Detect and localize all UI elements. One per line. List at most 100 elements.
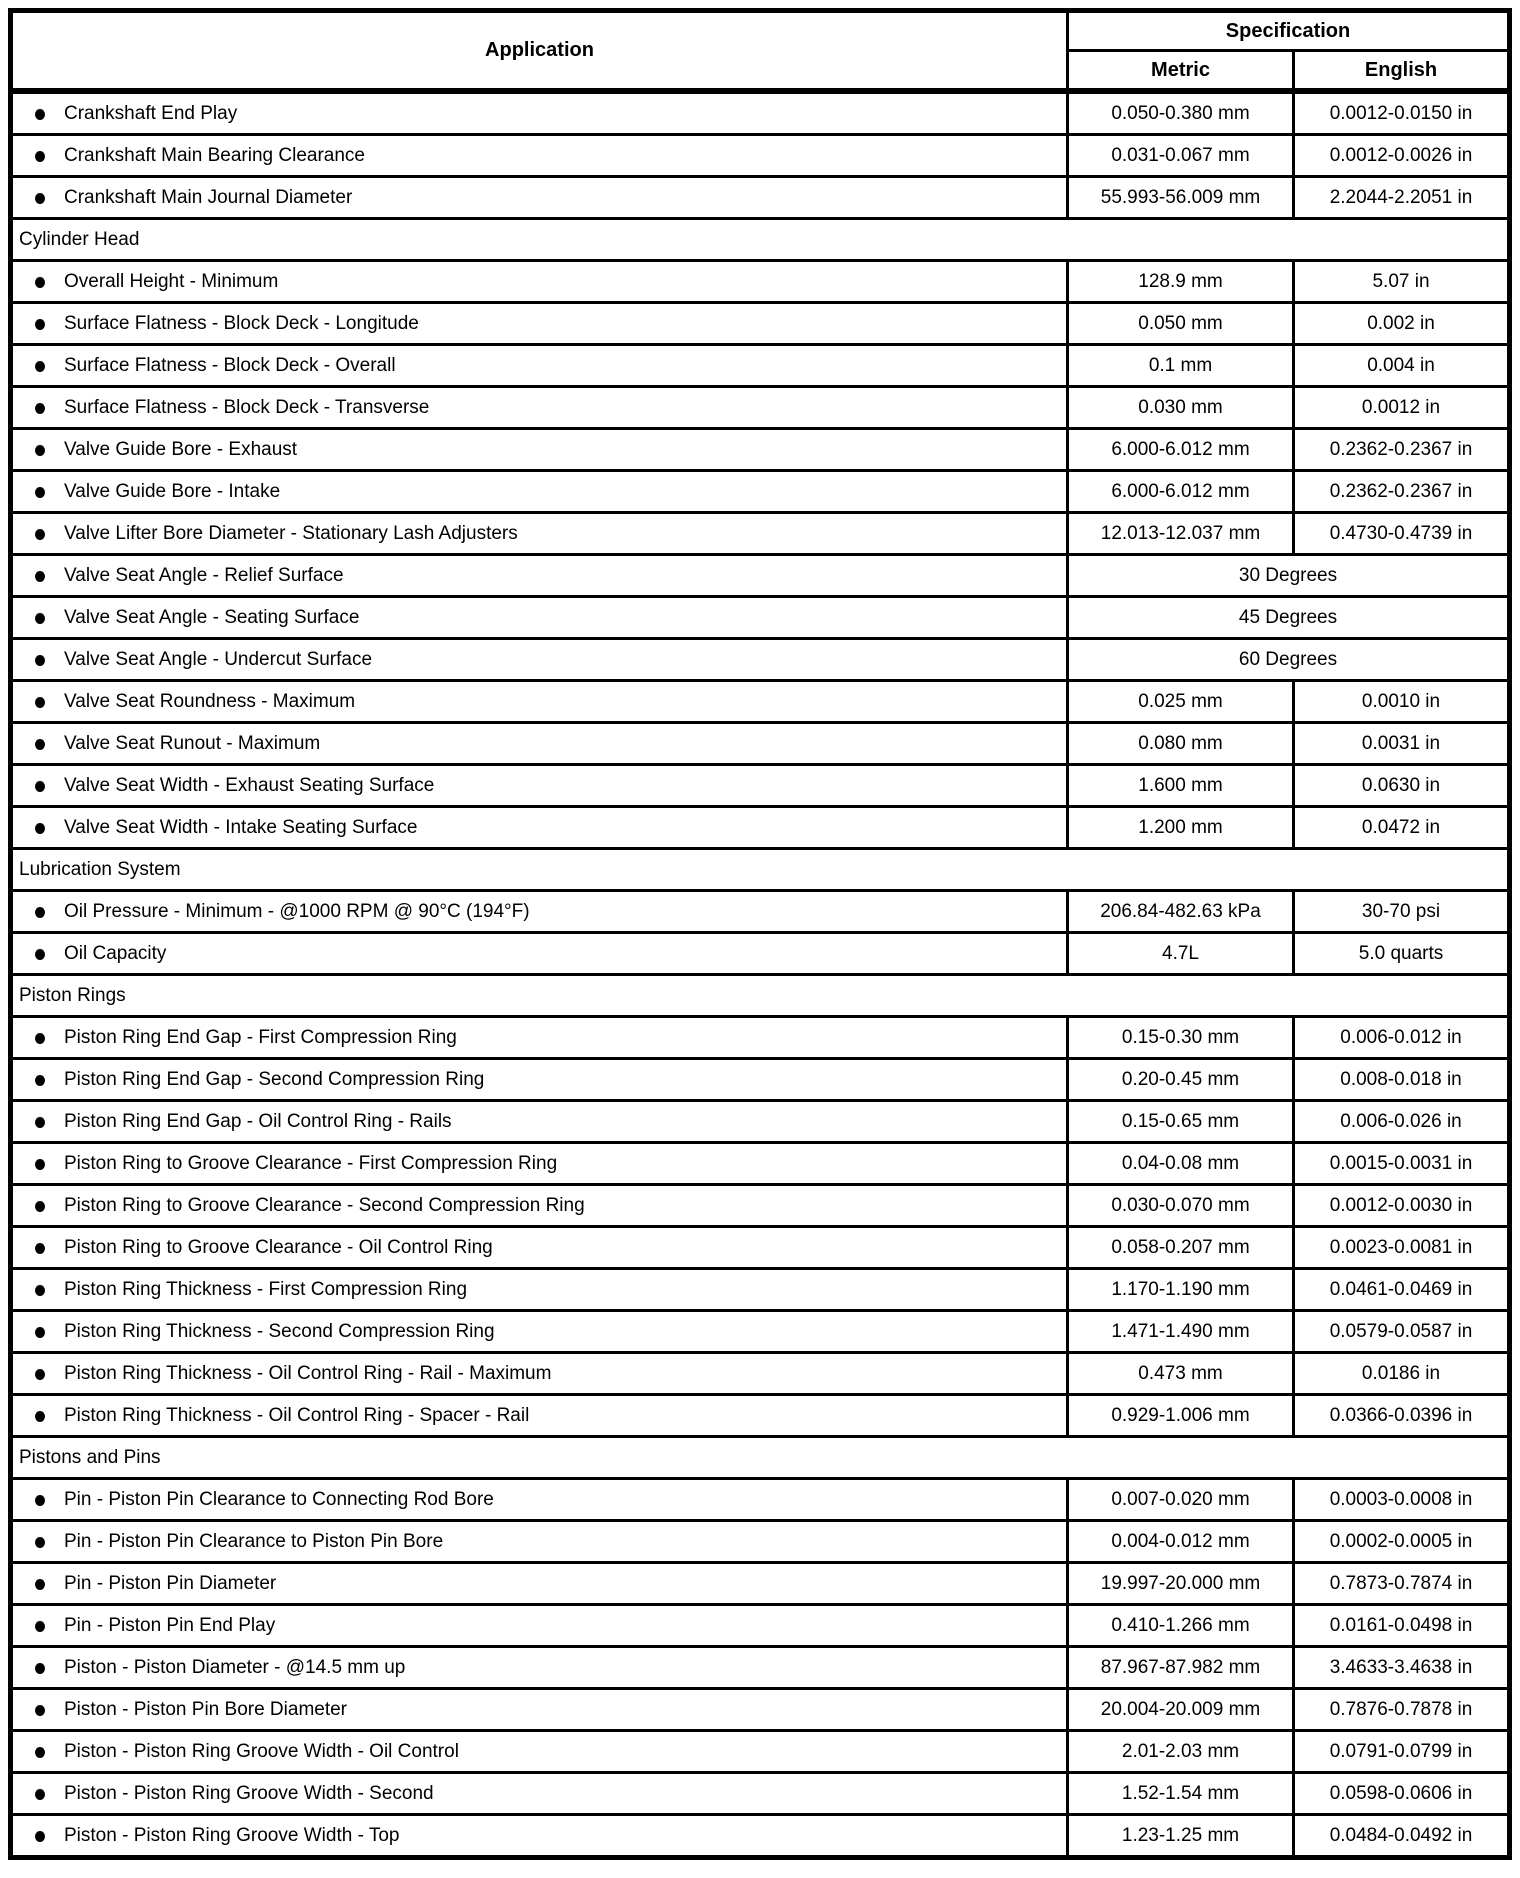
application-label: Valve Seat Angle - Seating Surface bbox=[64, 606, 360, 628]
bullet-icon bbox=[35, 1746, 45, 1758]
application-label: Piston Ring Thickness - Oil Control Ring… bbox=[64, 1404, 530, 1426]
english-cell: 0.0598-0.0606 in bbox=[1291, 1771, 1512, 1816]
metric-cell: 206.84-482.63 kPa bbox=[1066, 889, 1295, 934]
section-header-row: Cylinder Head bbox=[8, 217, 1512, 262]
bullet-icon bbox=[35, 654, 45, 666]
application-label: Oil Capacity bbox=[64, 942, 167, 964]
header-row-top: Application Specification bbox=[9, 9, 1512, 94]
table-row: Pin - Piston Pin End Play 0.410-1.266 mm 0… bbox=[9, 1603, 1512, 1648]
table-row: Piston - Piston Pin Bore Diameter 20.004-… bbox=[9, 1687, 1512, 1732]
application-cell: Piston - Piston Ring Groove Width - Seco… bbox=[9, 1771, 1069, 1816]
application-cell: Surface Flatness - Block Deck - Transver… bbox=[9, 385, 1069, 430]
application-label: Surface Flatness - Block Deck - Overall bbox=[64, 354, 396, 376]
table-row: Piston Ring Thickness - First Compressio… bbox=[9, 1267, 1512, 1312]
table-row: Oil Pressure - Minimum - @1000 RPM @ 90°… bbox=[9, 889, 1512, 934]
english-cell: 0.006-0.026 in bbox=[1291, 1099, 1512, 1144]
bullet-icon bbox=[35, 1536, 45, 1548]
metric-cell: 0.031-0.067 mm bbox=[1066, 133, 1295, 178]
bullet-icon bbox=[35, 696, 45, 708]
application-cell: Piston - Piston Diameter - @14.5 mm up bbox=[9, 1645, 1069, 1690]
english-cell: 3.4633-3.4638 in bbox=[1291, 1645, 1512, 1690]
section-header-row: Piston Rings bbox=[8, 973, 1512, 1018]
application-label: Piston Ring to Groove Clearance - First … bbox=[64, 1152, 558, 1174]
metric-cell: 6.000-6.012 mm bbox=[1066, 427, 1295, 472]
english-cell: 0.006-0.012 in bbox=[1291, 1015, 1512, 1060]
metric-cell: 87.967-87.982 mm bbox=[1066, 1645, 1295, 1690]
bullet-icon bbox=[35, 570, 45, 582]
english-cell: 0.0031 in bbox=[1291, 721, 1512, 766]
english-cell: 5.0 quarts bbox=[1291, 931, 1512, 976]
table-header: Application Specification Metric English bbox=[9, 9, 1512, 94]
application-label: Piston - Piston Ring Groove Width - Top bbox=[64, 1824, 400, 1846]
metric-cell: 0.473 mm bbox=[1066, 1351, 1295, 1396]
application-cell: Oil Pressure - Minimum - @1000 RPM @ 90°… bbox=[9, 889, 1069, 934]
table-row: Pin - Piston Pin Diameter 19.997-20.000 m… bbox=[9, 1561, 1512, 1606]
application-label: Piston Ring End Gap - First Compression … bbox=[64, 1026, 457, 1048]
bullet-icon bbox=[35, 1326, 45, 1338]
specification-span-cell: 30 Degrees bbox=[1065, 553, 1512, 598]
english-cell: 0.0791-0.0799 in bbox=[1291, 1729, 1512, 1774]
english-cell: 0.0579-0.0587 in bbox=[1291, 1309, 1512, 1354]
metric-cell: 6.000-6.012 mm bbox=[1066, 469, 1295, 514]
section-header-row: Pistons and Pins bbox=[8, 1435, 1512, 1480]
english-cell: 0.0012-0.0026 in bbox=[1291, 133, 1512, 178]
metric-cell: 0.15-0.30 mm bbox=[1066, 1015, 1295, 1060]
table-row: Valve Seat Roundness - Maximum 0.025 mm 0.… bbox=[9, 679, 1512, 724]
metric-cell: 0.1 mm bbox=[1066, 343, 1295, 388]
metric-cell: 12.013-12.037 mm bbox=[1066, 511, 1295, 556]
bullet-icon bbox=[35, 1200, 45, 1212]
application-label: Valve Seat Width - Exhaust Seating Surfa… bbox=[64, 774, 435, 796]
application-cell: Overall Height - Minimum bbox=[9, 259, 1069, 304]
english-cell: 0.0366-0.0396 in bbox=[1291, 1393, 1512, 1438]
metric-cell: 0.929-1.006 mm bbox=[1066, 1393, 1295, 1438]
table-row: Valve Seat Runout - Maximum 0.080 mm 0.003… bbox=[9, 721, 1512, 766]
english-cell: 0.0186 in bbox=[1291, 1351, 1512, 1396]
bullet-icon bbox=[35, 738, 45, 750]
application-label: Valve Guide Bore - Exhaust bbox=[64, 438, 298, 460]
table-row: Piston Ring to Groove Clearance - Oil Co… bbox=[9, 1225, 1512, 1270]
application-label: Piston - Piston Ring Groove Width - Seco… bbox=[64, 1782, 434, 1804]
english-cell: 0.2362-0.2367 in bbox=[1291, 427, 1512, 472]
table-row: Piston - Piston Ring Groove Width - Seco… bbox=[9, 1771, 1512, 1816]
bullet-icon bbox=[35, 780, 45, 792]
table-row: Piston Ring Thickness - Second Compressi… bbox=[9, 1309, 1512, 1354]
column-header-application: Application bbox=[9, 9, 1069, 94]
application-cell: Surface Flatness - Block Deck - Longitud… bbox=[9, 301, 1069, 346]
application-label: Piston Ring to Groove Clearance - Second… bbox=[64, 1194, 585, 1216]
table-row: Piston Ring to Groove Clearance - Second… bbox=[9, 1183, 1512, 1228]
table-row: Piston Ring Thickness - Oil Control Ring… bbox=[9, 1351, 1512, 1396]
application-cell: Piston Ring End Gap - Oil Control Ring -… bbox=[9, 1099, 1069, 1144]
metric-cell: 19.997-20.000 mm bbox=[1066, 1561, 1295, 1606]
application-cell: Valve Lifter Bore Diameter - Stationary … bbox=[9, 511, 1069, 556]
metric-cell: 55.993-56.009 mm bbox=[1066, 175, 1295, 220]
application-label: Piston - Piston Diameter - @14.5 mm up bbox=[64, 1656, 406, 1678]
table-row: Piston Ring End Gap - Second Compression… bbox=[9, 1057, 1512, 1102]
metric-cell: 0.410-1.266 mm bbox=[1066, 1603, 1295, 1648]
bullet-icon bbox=[35, 444, 45, 456]
english-cell: 0.0630 in bbox=[1291, 763, 1512, 808]
application-cell: Valve Seat Angle - Relief Surface bbox=[9, 553, 1069, 598]
application-label: Piston Ring Thickness - Oil Control Ring… bbox=[64, 1362, 552, 1384]
bullet-icon bbox=[35, 1662, 45, 1674]
application-label: Piston Ring End Gap - Oil Control Ring -… bbox=[64, 1110, 452, 1132]
application-cell: Valve Seat Width - Intake Seating Surfac… bbox=[9, 805, 1069, 850]
application-cell: Oil Capacity bbox=[9, 931, 1069, 976]
application-label: Valve Seat Roundness - Maximum bbox=[64, 690, 356, 712]
specification-span-cell: 45 Degrees bbox=[1065, 595, 1512, 640]
metric-cell: 0.050-0.380 mm bbox=[1066, 89, 1295, 136]
application-label: Piston Ring End Gap - Second Compression… bbox=[64, 1068, 485, 1090]
english-cell: 0.0023-0.0081 in bbox=[1291, 1225, 1512, 1270]
english-cell: 2.2044-2.2051 in bbox=[1291, 175, 1512, 220]
metric-cell: 1.471-1.490 mm bbox=[1066, 1309, 1295, 1354]
metric-cell: 1.170-1.190 mm bbox=[1066, 1267, 1295, 1312]
application-cell: Crankshaft Main Journal Diameter bbox=[9, 175, 1069, 220]
english-cell: 0.0015-0.0031 in bbox=[1291, 1141, 1512, 1186]
application-label: Valve Seat Angle - Undercut Surface bbox=[64, 648, 373, 670]
application-cell: Pin - Piston Pin Clearance to Connecting… bbox=[9, 1477, 1069, 1522]
table-row: Valve Guide Bore - Intake 6.000-6.012 mm 0… bbox=[9, 469, 1512, 514]
english-cell: 0.0461-0.0469 in bbox=[1291, 1267, 1512, 1312]
application-label: Pin - Piston Pin End Play bbox=[64, 1614, 276, 1636]
table-row: Crankshaft Main Journal Diameter 55.993-5… bbox=[9, 175, 1512, 220]
table-row: Valve Seat Angle - Relief Surface 30 Degr… bbox=[9, 553, 1512, 598]
english-cell: 0.0010 in bbox=[1291, 679, 1512, 724]
